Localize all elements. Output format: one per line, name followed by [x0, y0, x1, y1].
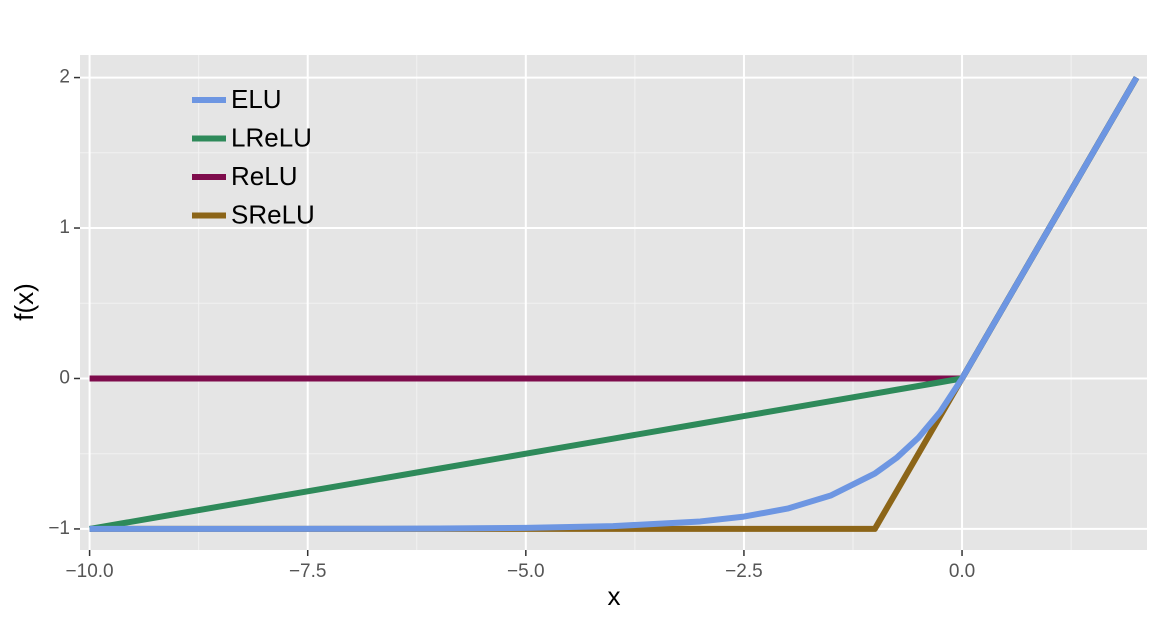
series-line — [89, 76, 1140, 532]
y-tick-label: 2 — [59, 67, 70, 88]
x-tick-label: −7.5 — [289, 561, 327, 582]
legend: ELU LReLU ReLU SReLU — [192, 84, 315, 229]
axes: −10.0 −7.5 −5.0 −2.5 0.0 −1 0 1 2 — [48, 67, 975, 582]
x-tick-label: −5.0 — [507, 561, 545, 582]
legend-label: SReLU — [231, 199, 315, 229]
series-line — [89, 76, 1140, 382]
legend-label: LReLU — [231, 122, 312, 152]
legend-label: ReLU — [231, 161, 297, 191]
x-axis-label: x — [608, 581, 621, 611]
x-tick-label: −10.0 — [66, 561, 114, 582]
x-tick-label: 0.0 — [949, 561, 975, 582]
y-tick-label: 0 — [59, 367, 70, 388]
legend-label: ELU — [231, 84, 282, 114]
panel — [80, 55, 1147, 550]
x-tick-label: −2.5 — [725, 561, 763, 582]
lines — [89, 76, 1140, 532]
y-tick-label: −1 — [48, 518, 70, 539]
series-line — [89, 76, 1140, 532]
y-tick-label: 1 — [59, 217, 70, 238]
y-axis-label: f(x) — [9, 283, 39, 321]
